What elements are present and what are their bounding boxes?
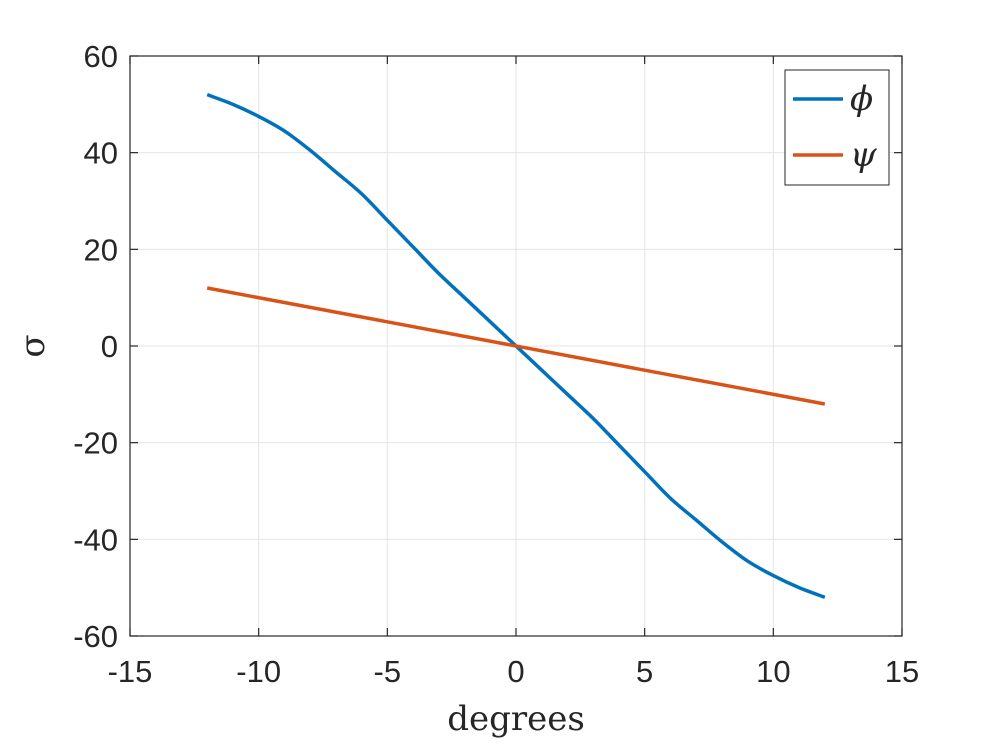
x-axis-label: degrees	[447, 699, 585, 739]
y-axis-label: σ	[13, 334, 53, 357]
legend: ϕ ψ	[784, 69, 890, 186]
x-tick-label: 5	[636, 654, 653, 689]
x-tick-label: -15	[108, 654, 153, 689]
y-tick-label: -40	[73, 522, 118, 557]
legend-label-phi: ϕ	[850, 79, 873, 119]
x-tick-label: 15	[885, 654, 919, 689]
legend-box	[784, 69, 890, 186]
y-tick-label: 20	[84, 232, 118, 267]
series-lines	[206, 93, 826, 599]
y-tick-label: -20	[73, 426, 118, 461]
y-tick-label: -60	[73, 619, 118, 654]
y-tick-label: 60	[84, 39, 118, 74]
x-tick-label: 0	[507, 654, 524, 689]
x-tick-label: -10	[236, 654, 281, 689]
x-tick-label: -5	[374, 654, 402, 689]
legend-label-psi: ψ	[850, 135, 877, 175]
series-line-1	[206, 286, 826, 406]
x-tick-label: 10	[756, 654, 790, 689]
axis-ticks: -15 -10 -5 0 5 10 15 -60 -40 -20 0 20 40 60	[73, 39, 919, 689]
y-tick-label: 40	[84, 136, 118, 171]
y-tick-label: 0	[101, 329, 118, 364]
